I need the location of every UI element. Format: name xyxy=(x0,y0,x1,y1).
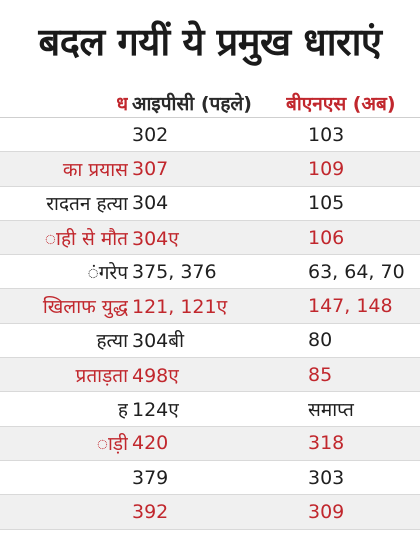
table-row: ंगरेप 375, 376 63, 64, 70 xyxy=(0,255,420,290)
ipc-section-cell: 392 xyxy=(132,500,169,523)
ipc-section-cell: 375, 376 xyxy=(132,260,217,283)
bns-section-cell: 80 xyxy=(308,329,333,352)
table-row: ाही से मौत 304ए 106 xyxy=(0,220,420,256)
sections-table: ध आइपीसी (पहले) बीएनएस (अब) 302 103 का प्र… xyxy=(0,88,420,530)
crime-cell: ाही से मौत xyxy=(44,227,128,250)
table-row: ह 124ए समाप्त xyxy=(0,392,420,427)
crime-cell: खिलाफ युद्ध xyxy=(42,296,128,319)
bns-section-cell: 318 xyxy=(308,432,345,455)
table-row: ाड़ी 420 318 xyxy=(0,426,420,461)
bns-section-cell: 109 xyxy=(308,157,345,180)
table-row: का प्रयास 307 109 xyxy=(0,152,420,187)
table-row: रादतन हत्या 304 105 xyxy=(0,187,420,221)
table-row: हत्या 304बी 80 xyxy=(0,324,420,359)
bns-section-cell: 85 xyxy=(308,363,333,386)
table-row: 302 103 xyxy=(0,118,420,153)
table-body: 302 103 का प्रयास 307 109 रादतन हत्या 304 105ाह… xyxy=(0,118,420,530)
ipc-section-cell: 304बी xyxy=(132,330,185,353)
page-title: बदल गयीं ये प्रमुख धाराएं xyxy=(38,20,382,64)
table-row: प्रताड़ता 498ए 85 xyxy=(0,358,420,393)
crime-cell: हत्या xyxy=(96,330,128,353)
ipc-section-cell: 302 xyxy=(132,123,169,146)
crime-cell: का प्रयास xyxy=(62,158,128,181)
ipc-section-cell: 304ए xyxy=(132,227,179,250)
bns-section-cell: 63, 64, 70 xyxy=(308,260,405,283)
crime-cell: ह xyxy=(117,399,128,422)
bns-section-cell: 303 xyxy=(308,466,345,489)
bns-section-cell: समाप्त xyxy=(308,399,354,422)
ipc-section-cell: 498ए xyxy=(132,364,179,387)
ipc-section-cell: 121, 121ए xyxy=(132,296,228,319)
table-row: खिलाफ युद्ध 121, 121ए 147, 148 xyxy=(0,289,420,324)
column-header-bns: बीएनएस (अब) xyxy=(286,92,396,115)
ipc-section-cell: 304 xyxy=(132,192,169,215)
table-row: 392 309 xyxy=(0,495,420,530)
bns-section-cell: 147, 148 xyxy=(308,295,393,318)
bns-section-cell: 106 xyxy=(308,226,345,249)
table-row: 379 303 xyxy=(0,461,420,496)
ipc-section-cell: 307 xyxy=(132,157,169,180)
crime-cell: प्रताड़ता xyxy=(75,364,128,387)
column-header-ipc: आइपीसी (पहले) xyxy=(132,92,252,115)
crime-cell xyxy=(0,118,128,151)
crime-cell: ाड़ी xyxy=(96,433,128,456)
ipc-section-cell: 420 xyxy=(132,432,169,455)
table-header-row: ध आइपीसी (पहले) बीएनएस (अब) xyxy=(0,88,420,118)
ipc-section-cell: 379 xyxy=(132,466,169,489)
crime-cell: रादतन हत्या xyxy=(46,193,128,216)
column-header-crime: ध xyxy=(116,92,128,115)
crime-cell xyxy=(0,461,128,494)
crime-cell xyxy=(0,495,128,528)
bns-section-cell: 103 xyxy=(308,123,345,146)
bns-section-cell: 309 xyxy=(308,500,345,523)
ipc-section-cell: 124ए xyxy=(132,399,179,422)
bns-section-cell: 105 xyxy=(308,192,345,215)
crime-cell: ंगरेप xyxy=(87,261,128,284)
